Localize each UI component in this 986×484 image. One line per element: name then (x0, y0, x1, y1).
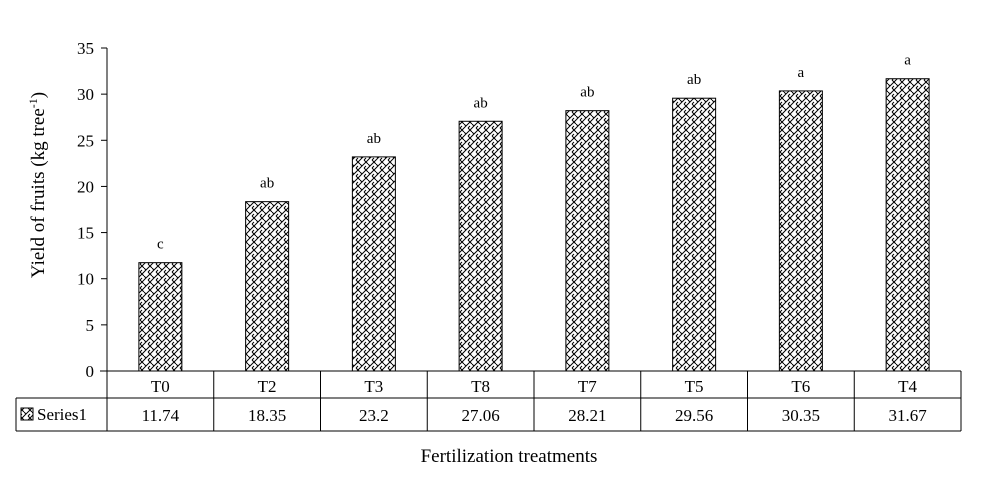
bar-t0 (138, 262, 183, 372)
significance-letter: a (904, 53, 911, 69)
table-value: 30.35 (782, 406, 820, 425)
bar-t7 (565, 110, 610, 372)
category-label: T4 (898, 377, 917, 396)
category-label: T6 (791, 377, 810, 396)
significance-letter: c (157, 237, 164, 253)
legend-key (20, 407, 34, 421)
bar-series (138, 78, 930, 372)
table-value: 11.74 (142, 406, 180, 425)
bar-t6 (778, 90, 823, 372)
table-values: 11.74 18.35 23.2 27.06 28.21 29.56 30.35 31.67 (142, 406, 928, 425)
y-tick-label: 35 (77, 39, 94, 58)
x-axis-title: Fertilization treatments (421, 446, 598, 467)
table-value: 29.56 (675, 406, 713, 425)
significance-letter: ab (474, 95, 488, 111)
category-labels: T0 T2 T3 T8 T7 T5 T6 T4 (106, 371, 918, 431)
data-table: Series1 (15, 371, 962, 432)
y-axis-title: Yield of fruits (kg tree-1) (26, 92, 49, 278)
significance-letter: ab (580, 85, 594, 101)
legend-series-name: Series1 (37, 405, 87, 424)
y-tick-label: 25 (77, 131, 94, 150)
y-tick-label: 30 (77, 85, 94, 104)
category-label: T8 (471, 377, 490, 396)
significance-letter: ab (687, 72, 701, 88)
y-tick-label: 0 (86, 362, 95, 381)
category-label: T0 (151, 377, 170, 396)
significance-letter: ab (260, 176, 274, 192)
category-label: T3 (364, 377, 383, 396)
category-label: T7 (578, 377, 597, 396)
y-tick-label: 20 (77, 177, 94, 196)
significance-letters: c ab ab ab ab ab a a (157, 53, 911, 253)
bar-t2 (245, 201, 290, 372)
table-value: 28.21 (568, 406, 606, 425)
table-value: 23.2 (359, 406, 389, 425)
bar-t8 (458, 120, 503, 372)
bar-t4 (885, 78, 930, 372)
y-tick-label: 5 (86, 316, 95, 335)
table-value: 31.67 (889, 406, 928, 425)
table-value: 18.35 (248, 406, 286, 425)
bar-t3 (351, 156, 396, 372)
y-tick-label: 15 (77, 224, 94, 243)
y-axis-ticks: 0 5 10 15 20 25 30 35 (77, 39, 107, 381)
category-label: T5 (685, 377, 704, 396)
y-tick-label: 10 (77, 270, 94, 289)
significance-letter: ab (367, 131, 381, 147)
table-value: 27.06 (462, 406, 500, 425)
bar-t5 (672, 97, 717, 372)
significance-letter: a (798, 65, 805, 81)
category-label: T2 (258, 377, 277, 396)
